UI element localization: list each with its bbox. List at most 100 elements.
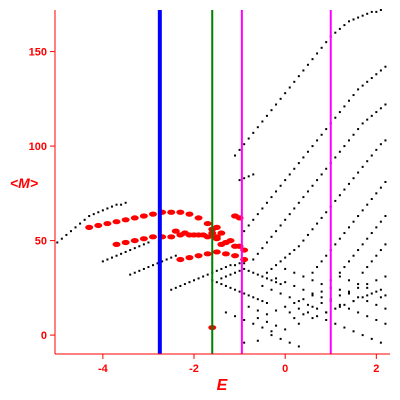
data-point-0-52	[234, 264, 237, 267]
data-point-0-19	[115, 254, 118, 257]
data-point-0-287	[343, 303, 346, 306]
data-point-0-269	[311, 294, 314, 297]
data-point-0-132	[288, 213, 291, 216]
data-point-0-187	[338, 237, 341, 240]
data-point-0-38	[170, 288, 173, 291]
x-tick-label-0: -4	[98, 363, 109, 375]
data-point-0-101	[284, 179, 287, 182]
data-point-0-225	[256, 298, 259, 301]
data-point-0-183	[320, 260, 323, 263]
data-point-1-43	[203, 251, 212, 257]
data-point-0-34	[161, 260, 164, 263]
data-point-0-84	[366, 12, 369, 15]
chart-marks	[56, 9, 387, 348]
data-point-0-319	[293, 317, 296, 320]
data-point-0-90	[247, 175, 250, 178]
data-point-1-21	[148, 234, 157, 240]
y-axis-label: <M>	[10, 175, 38, 191]
data-point-0-167	[325, 211, 328, 214]
data-point-0-273	[347, 292, 350, 295]
data-point-0-92	[243, 230, 246, 233]
data-point-0-252	[256, 339, 259, 342]
data-point-1-0	[85, 224, 94, 230]
data-point-1-28	[212, 236, 221, 242]
data-point-1-6	[139, 213, 148, 219]
data-point-0-17	[106, 258, 109, 261]
y-tick-label-1: 50	[35, 236, 47, 248]
data-point-0-20	[120, 252, 123, 255]
data-point-1-5	[130, 215, 139, 221]
data-point-0-314	[370, 337, 373, 340]
data-point-0-83	[361, 14, 364, 17]
data-point-0-290	[370, 292, 373, 295]
data-point-1-45	[221, 251, 230, 257]
data-point-0-97	[265, 201, 268, 204]
data-point-1-13	[203, 220, 212, 227]
data-point-0-126	[261, 247, 264, 250]
data-point-0-81	[352, 18, 355, 21]
data-point-0-181	[311, 271, 314, 274]
data-point-0-337	[347, 279, 350, 282]
data-point-0-333	[311, 279, 314, 282]
data-point-0-11	[106, 207, 109, 210]
data-point-0-247	[270, 330, 273, 333]
data-point-0-207	[379, 220, 382, 223]
data-point-0-26	[147, 241, 150, 244]
data-point-0-166	[320, 216, 323, 219]
y-tick-label-3: 150	[29, 47, 47, 59]
data-point-0-279	[270, 288, 273, 291]
data-point-0-136	[306, 190, 309, 193]
data-point-0-253	[270, 334, 273, 337]
data-point-0-33	[156, 262, 159, 265]
data-point-0-322	[320, 301, 323, 304]
data-point-1-17	[112, 241, 121, 247]
data-point-0-110	[325, 128, 328, 131]
data-point-0-14	[120, 203, 123, 206]
data-point-0-320	[302, 313, 305, 316]
data-point-0-281	[288, 296, 291, 299]
data-point-0-2	[65, 233, 68, 236]
data-point-0-159	[288, 252, 291, 255]
data-point-0-212	[375, 254, 378, 257]
data-point-0-95	[256, 213, 259, 216]
data-point-0-155	[270, 267, 273, 270]
data-point-0-124	[252, 258, 255, 261]
data-point-0-118	[361, 84, 364, 87]
data-point-0-221	[238, 290, 241, 293]
data-point-0-68	[293, 80, 296, 83]
data-point-0-288	[352, 300, 355, 303]
data-point-0-209	[361, 271, 364, 274]
data-point-0-107	[311, 145, 314, 148]
data-point-0-202	[357, 249, 360, 252]
data-point-0-31	[147, 266, 150, 269]
data-point-0-227	[265, 301, 268, 304]
data-point-0-94	[252, 218, 255, 221]
data-point-0-139	[320, 173, 323, 176]
data-point-0-299	[338, 303, 341, 306]
data-point-1-9	[167, 209, 176, 215]
data-point-0-112	[334, 116, 337, 119]
data-point-0-325	[347, 290, 350, 293]
data-point-0-307	[306, 311, 309, 314]
data-point-0-230	[229, 273, 232, 276]
data-point-0-66	[284, 92, 287, 95]
data-point-0-267	[293, 301, 296, 304]
data-point-0-152	[379, 107, 382, 110]
data-point-0-304	[384, 322, 387, 325]
data-point-0-116	[352, 94, 355, 97]
data-point-0-300	[347, 307, 350, 310]
data-point-1-42	[194, 253, 203, 259]
data-point-0-340	[375, 290, 378, 293]
data-point-0-339	[366, 286, 369, 289]
data-point-0-109	[320, 133, 323, 136]
data-point-0-175	[361, 165, 364, 168]
y-tick-label-2: 100	[29, 141, 47, 153]
data-point-0-182	[316, 266, 319, 269]
data-point-0-162	[302, 239, 305, 242]
data-point-0-250	[297, 345, 300, 348]
data-point-0-266	[284, 305, 287, 308]
data-point-0-3	[69, 230, 72, 233]
data-point-0-9	[97, 211, 100, 214]
data-point-0-100	[279, 184, 282, 187]
data-point-0-131	[284, 218, 287, 221]
